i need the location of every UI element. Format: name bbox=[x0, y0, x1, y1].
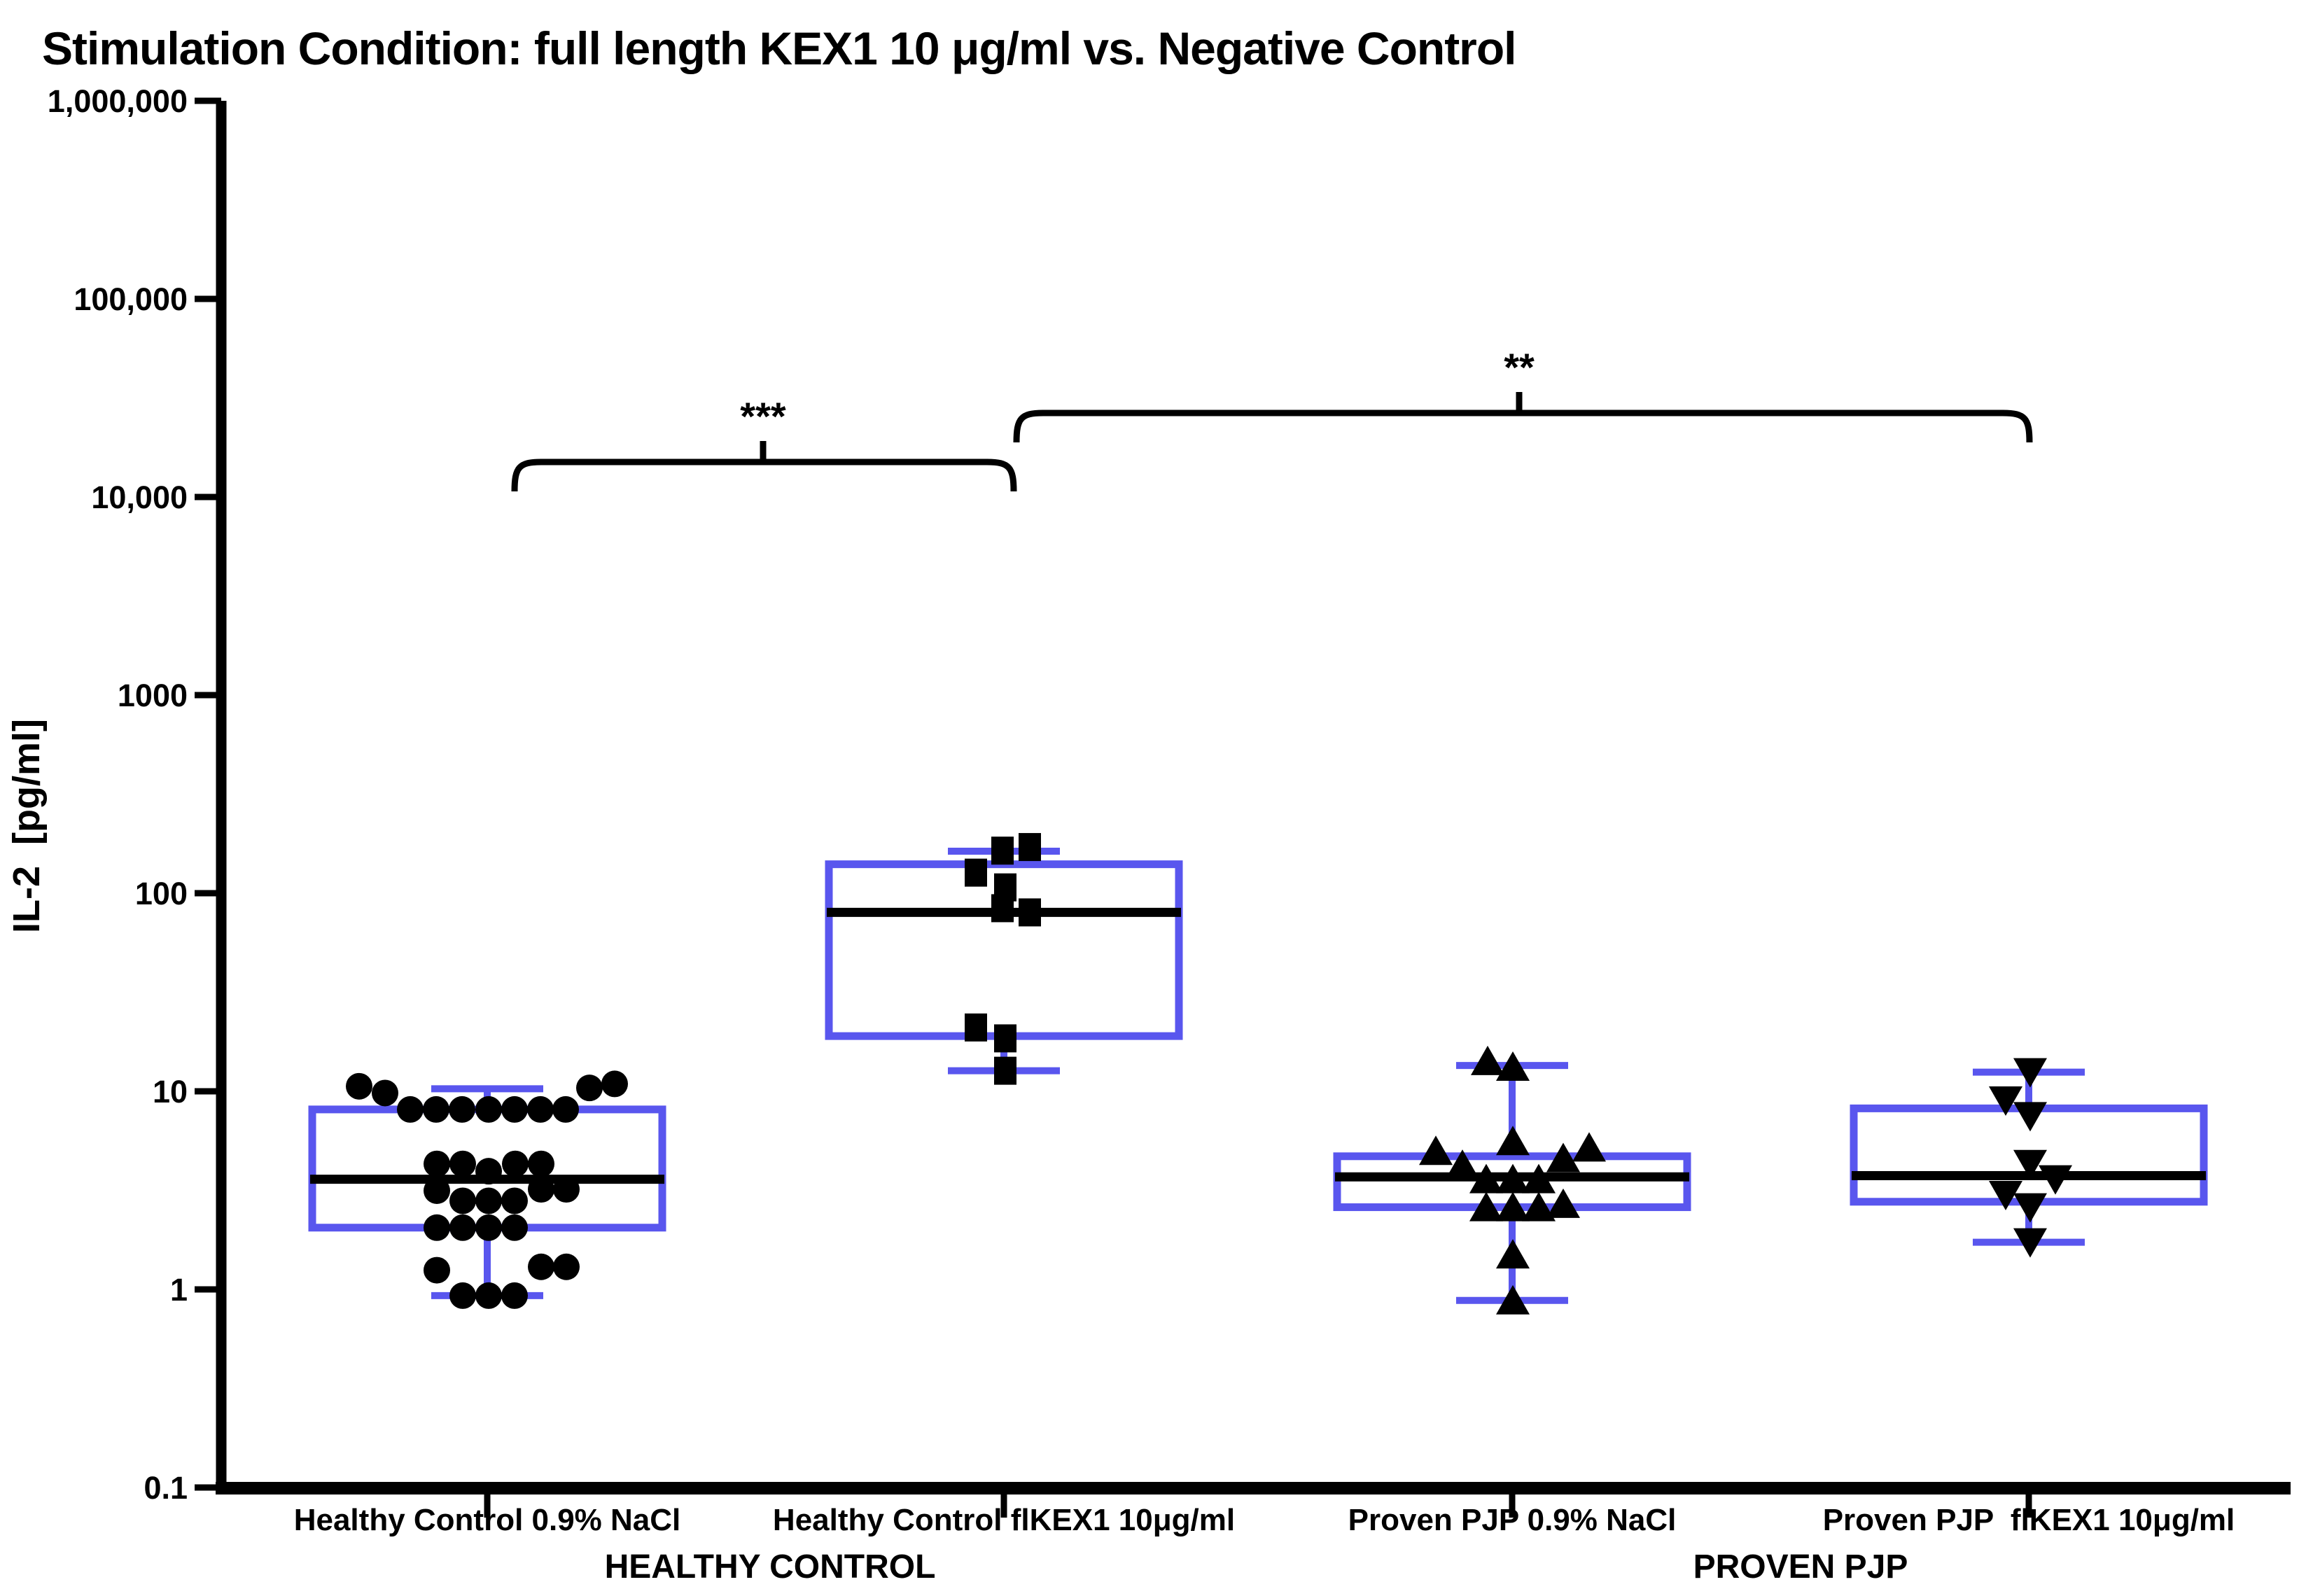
y-tick-label-0: 1,000,000 bbox=[48, 83, 188, 119]
data-point-circle-0-24 bbox=[475, 1214, 502, 1241]
data-point-circle-0-3 bbox=[423, 1096, 449, 1123]
data-point-circle-0-9 bbox=[576, 1074, 603, 1102]
x-tick-label-0: Healthy Control 0.9% NaCl bbox=[294, 1503, 681, 1537]
data-point-circle-0-20 bbox=[475, 1187, 502, 1214]
data-point-triangle-up-2-3 bbox=[1419, 1135, 1453, 1166]
data-point-circle-0-21 bbox=[501, 1187, 528, 1214]
data-point-triangle-up-2-2 bbox=[1496, 1126, 1530, 1156]
data-point-square-1-5 bbox=[1019, 898, 1041, 927]
y-tick-label-4: 100 bbox=[135, 876, 188, 911]
data-point-triangle-up-2-14 bbox=[1496, 1239, 1530, 1269]
data-point-triangle-up-2-15 bbox=[1496, 1284, 1530, 1315]
data-point-square-1-8 bbox=[994, 1056, 1016, 1085]
significance-label-1: ** bbox=[1504, 345, 1535, 389]
data-point-circle-0-11 bbox=[424, 1150, 450, 1177]
data-point-triangle-down-3-3 bbox=[2013, 1149, 2047, 1180]
x-tick-label-2: Proven PJP 0.9% NaCl bbox=[1348, 1503, 1677, 1537]
data-point-triangle-up-2-11 bbox=[1496, 1191, 1530, 1222]
data-point-circle-0-7 bbox=[527, 1096, 554, 1123]
section-label-healthy-control: HEALTHY CONTROL bbox=[605, 1548, 936, 1586]
data-point-circle-0-4 bbox=[449, 1096, 475, 1123]
data-point-triangle-up-2-9 bbox=[1522, 1163, 1556, 1194]
data-point-circle-0-28 bbox=[553, 1253, 580, 1280]
data-point-circle-0-0 bbox=[346, 1072, 372, 1100]
y-tick-label-7: 0.1 bbox=[144, 1470, 188, 1506]
data-point-triangle-down-3-6 bbox=[2013, 1193, 2047, 1223]
data-point-circle-0-8 bbox=[552, 1096, 579, 1123]
plot-area: 1,000,000 100,000 10,000 1000 100 10 1 0.1 Healt… bbox=[48, 83, 2291, 1537]
data-point-circle-0-19 bbox=[449, 1187, 476, 1214]
data-point-circle-0-18 bbox=[553, 1176, 580, 1203]
data-point-triangle-up-2-0 bbox=[1471, 1045, 1504, 1075]
data-point-square-1-1 bbox=[1019, 833, 1041, 862]
data-point-circle-0-31 bbox=[501, 1282, 528, 1309]
significance-bracket-1 bbox=[1013, 410, 2033, 443]
data-point-square-1-2 bbox=[965, 858, 987, 887]
data-point-triangle-up-2-8 bbox=[1496, 1163, 1530, 1194]
data-point-circle-0-29 bbox=[449, 1282, 476, 1309]
section-label-proven-pjp: PROVEN PJP bbox=[1693, 1548, 1908, 1586]
data-point-triangle-down-3-7 bbox=[2013, 1228, 2047, 1258]
data-point-triangle-up-2-1 bbox=[1496, 1051, 1530, 1081]
data-point-circle-0-5 bbox=[475, 1096, 502, 1123]
y-tick-label-3: 1000 bbox=[118, 678, 188, 713]
data-point-triangle-up-2-4 bbox=[1572, 1132, 1606, 1162]
y-tick-label-2: 10,000 bbox=[91, 479, 188, 515]
data-point-circle-0-27 bbox=[528, 1253, 554, 1280]
chart-title: Stimulation Condition: full length KEX1 … bbox=[42, 22, 1516, 74]
y-tick-label-6: 1 bbox=[170, 1272, 188, 1308]
data-point-triangle-down-3-2 bbox=[2013, 1102, 2047, 1132]
significance-label-0: *** bbox=[740, 394, 786, 438]
data-point-circle-0-1 bbox=[372, 1079, 398, 1107]
data-point-triangle-down-3-5 bbox=[1989, 1180, 2022, 1210]
x-tick-label-1: Healthy Control flKEX1 10μg/ml bbox=[773, 1503, 1235, 1537]
data-point-square-1-6 bbox=[965, 1013, 987, 1042]
y-tick-label-1: 100,000 bbox=[74, 281, 188, 317]
data-point-triangle-up-2-7 bbox=[1469, 1163, 1503, 1194]
data-point-triangle-down-3-4 bbox=[2039, 1165, 2072, 1195]
data-point-triangle-up-2-12 bbox=[1522, 1191, 1556, 1222]
data-point-square-1-0 bbox=[991, 836, 1014, 865]
data-point-circle-0-26 bbox=[424, 1256, 450, 1284]
y-axis-label: IL-2 [pg/ml] bbox=[6, 719, 48, 933]
data-point-circle-0-22 bbox=[424, 1214, 450, 1241]
data-point-triangle-up-2-10 bbox=[1469, 1191, 1503, 1222]
data-point-circle-0-10 bbox=[601, 1070, 628, 1098]
data-point-circle-0-25 bbox=[501, 1214, 528, 1241]
data-point-circle-0-6 bbox=[501, 1096, 528, 1123]
data-point-triangle-down-3-1 bbox=[1989, 1086, 2022, 1116]
y-tick-label-5: 10 bbox=[153, 1074, 188, 1110]
data-point-square-1-4 bbox=[991, 894, 1014, 923]
data-point-circle-0-13 bbox=[475, 1158, 502, 1185]
data-point-triangle-up-2-13 bbox=[1546, 1188, 1580, 1218]
data-point-circle-0-12 bbox=[449, 1150, 476, 1177]
data-point-circle-0-14 bbox=[502, 1150, 529, 1177]
x-tick-label-3: Proven PJP flKEX1 10μg/ml bbox=[1823, 1503, 2235, 1537]
significance-bracket-0 bbox=[511, 458, 1017, 492]
data-point-square-1-7 bbox=[994, 1024, 1016, 1053]
data-point-circle-0-2 bbox=[397, 1096, 424, 1123]
data-point-triangle-down-3-0 bbox=[2013, 1058, 2047, 1088]
data-point-circle-0-15 bbox=[528, 1150, 554, 1177]
data-point-triangle-up-2-5 bbox=[1446, 1149, 1479, 1180]
data-point-circle-0-16 bbox=[424, 1177, 450, 1204]
data-point-circle-0-23 bbox=[449, 1214, 476, 1241]
data-point-triangle-up-2-6 bbox=[1546, 1142, 1580, 1172]
data-point-circle-0-17 bbox=[528, 1176, 554, 1203]
data-point-circle-0-30 bbox=[475, 1282, 502, 1309]
